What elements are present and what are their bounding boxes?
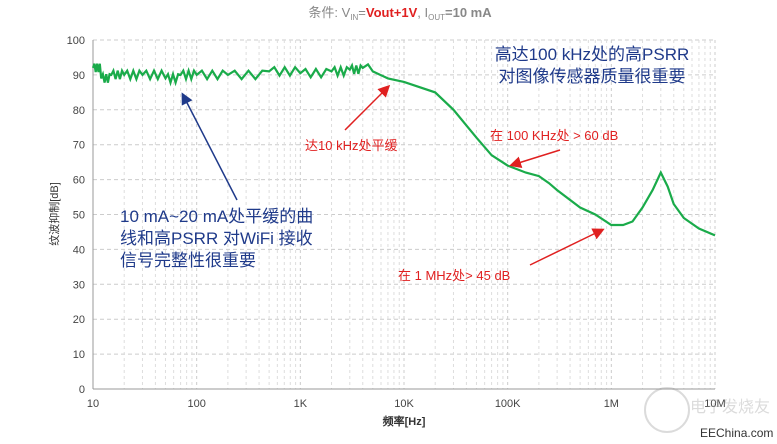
y-tick-label: 10 (73, 349, 85, 361)
x-tick-label: 1M (604, 398, 619, 410)
annotation-text: 信号完整性很重要 (120, 251, 256, 270)
y-axis-label: 纹波抑制[dB] (47, 182, 61, 246)
annotation-arrow (509, 149, 561, 169)
svg-text:电子发烧友: 电子发烧友 (690, 398, 770, 416)
annotation-text: 在 1 MHz处> 45 dB (398, 268, 510, 283)
annotation-arrow (181, 92, 238, 201)
y-tick-label: 20 (73, 314, 85, 326)
annotation-text: 10 mA~20 mA处平缓的曲 (120, 207, 313, 226)
y-tick-label: 90 (73, 70, 85, 82)
x-tick-label: 100 (187, 398, 205, 410)
x-tick-label: 10 (87, 398, 99, 410)
y-tick-label: 50 (73, 210, 85, 222)
x-tick-label: 1K (294, 398, 308, 410)
x-tick-label: 10K (394, 398, 414, 410)
annotation-text: 达10 kHz处平缓 (305, 138, 397, 153)
y-tick-label: 0 (79, 384, 85, 396)
x-tick-label: 10M (704, 398, 725, 410)
annotation-arrow (344, 84, 391, 131)
y-tick-label: 70 (73, 140, 85, 152)
annotation-arrow (529, 228, 605, 266)
annotation-text: 线和高PSRR 对WiFi 接收 (120, 229, 313, 248)
annotation-text: 在 100 KHz处 > 60 dB (490, 128, 618, 143)
y-tick-label: 40 (73, 244, 85, 256)
annotation-text: 高达100 kHz处的高PSRR (495, 45, 690, 64)
psrr-curve (91, 62, 716, 237)
y-tick-label: 100 (67, 35, 85, 47)
y-tick-label: 80 (73, 105, 85, 117)
annotation-text: 对图像传感器质量很重要 (499, 67, 686, 86)
x-axis-label: 频率[Hz] (383, 414, 426, 428)
y-tick-label: 60 (73, 175, 85, 187)
y-tick-label: 30 (73, 279, 85, 291)
watermark-site: EEChina.com (700, 426, 773, 440)
x-tick-label: 100K (495, 398, 521, 410)
watermark-logo: 电子发烧友 (644, 387, 770, 433)
chart-title: 条件: VIN=Vout+1V, IOUT=10 mA (308, 5, 492, 22)
